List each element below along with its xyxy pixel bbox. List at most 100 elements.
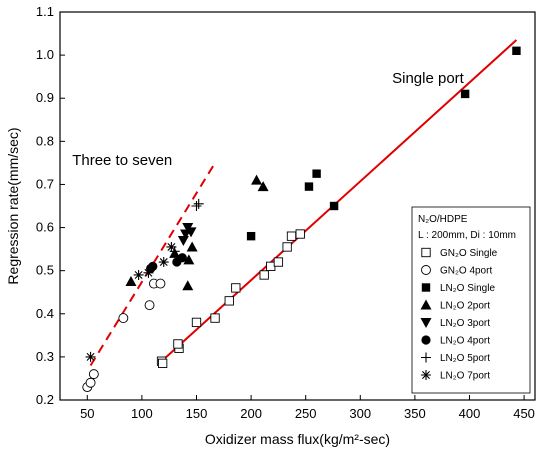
series-ln2o-7port <box>85 241 177 362</box>
data-point-ln2o-4port <box>177 253 187 263</box>
legend-entry-ln2o-single: LN₂O Single <box>421 283 495 294</box>
data-point-ln2o-single <box>329 201 339 211</box>
data-point-ln2o-2port <box>257 181 269 192</box>
data-point-ln2o-7port <box>133 269 144 280</box>
data-point-gn2o-single <box>282 242 292 252</box>
legend-box <box>411 206 531 394</box>
data-point-gn2o-single <box>191 317 202 328</box>
legend-entry-gn2o-single: GN₂O Single <box>421 247 498 259</box>
legend: N₂O/HDPE L : 200mm, Di : 10mm GN₂O Single G… <box>411 206 531 394</box>
data-point-ln2o-single <box>312 169 321 178</box>
data-point-ln2o-single <box>460 89 470 99</box>
data-point-gn2o-4port <box>85 377 96 388</box>
legend-subtitle: L : 200mm, Di : 10mm <box>418 230 516 241</box>
y-tick-label: 0.4 <box>36 306 54 321</box>
data-point-gn2o-single <box>157 358 168 369</box>
three-to-seven-fit <box>89 162 216 367</box>
legend-marker-ln2o-4port <box>421 335 431 345</box>
x-tick-label: 100 <box>131 406 153 421</box>
data-point-ln2o-2port <box>186 241 198 252</box>
x-tick-label: 300 <box>349 406 371 421</box>
data-point-ln2o-5port <box>191 201 202 211</box>
legend-label: LN₂O 2port <box>440 301 490 312</box>
legend-title: N₂O/HDPE <box>418 214 468 225</box>
data-point-gn2o-4port <box>155 278 166 289</box>
single-port-fit <box>160 39 518 362</box>
legend-label: GN₂O Single <box>440 248 498 259</box>
legend-label: LN₂O 7port <box>440 371 490 382</box>
data-point-ln2o-7port <box>143 267 154 278</box>
data-point-gn2o-single <box>224 296 234 306</box>
data-point-ln2o-3port <box>185 227 197 238</box>
x-tick-label: 400 <box>459 406 481 421</box>
legend-marker-gn2o-4port <box>421 265 431 275</box>
data-point-ln2o-5port <box>193 198 204 209</box>
data-point-ln2o-7port <box>158 257 169 268</box>
y-tick-label: 0.5 <box>36 263 54 278</box>
series-ln2o-3port <box>177 223 197 246</box>
legend-label: LN₂O 3port <box>440 318 490 329</box>
x-tick-label: 350 <box>404 406 426 421</box>
data-point-gn2o-single <box>210 313 220 323</box>
legend-entry-gn2o-4port: GN₂O 4port <box>421 265 492 277</box>
y-tick-label: 0.9 <box>36 90 54 105</box>
data-point-ln2o-7port <box>166 241 177 252</box>
data-point-gn2o-single <box>266 261 276 272</box>
data-point-gn2o-single <box>173 339 183 349</box>
data-point-gn2o-single <box>286 231 297 241</box>
axis-ticks: 50 100 150 200 250 300 350 400 450 0.2 0.3 0.4 0.5 0.… <box>36 4 535 421</box>
annotation-three-to-seven: Three to seven <box>72 152 172 169</box>
data-points <box>82 46 521 393</box>
data-point-ln2o-2port <box>251 174 263 185</box>
fit-lines <box>89 39 518 367</box>
data-point-gn2o-single <box>231 283 241 293</box>
data-point-ln2o-2port <box>125 275 137 286</box>
data-point-gn2o-4port <box>118 313 129 324</box>
series-ln2o-2port <box>125 174 269 291</box>
plot-frame <box>59 11 536 401</box>
legend-marker-gn2o-single <box>421 247 431 258</box>
y-tick-label: 1.0 <box>36 47 54 62</box>
series-gn2o-single <box>156 229 305 369</box>
legend-entry-ln2o-2port: LN₂O 2port <box>420 299 490 312</box>
data-point-ln2o-single <box>512 46 521 55</box>
series-gn2o-4port <box>82 278 166 393</box>
legend-label: LN₂O 4port <box>440 336 490 347</box>
data-point-ln2o-2port <box>182 280 194 291</box>
legend-marker-ln2o-single <box>421 283 431 292</box>
legend-entry-ln2o-5port: LN₂O 5port <box>421 352 490 364</box>
x-tick-label: 50 <box>80 406 94 421</box>
x-tick-label: 250 <box>295 406 317 421</box>
x-tick-label: 450 <box>513 406 535 421</box>
data-point-gn2o-single <box>259 270 269 280</box>
y-tick-label: 0.8 <box>36 133 54 148</box>
series-ln2o-4port <box>146 253 187 274</box>
annotation-single-port: Single port <box>392 70 465 87</box>
data-point-gn2o-4port <box>144 300 155 311</box>
legend-entry-ln2o-3port: LN₂O 3port <box>420 318 490 329</box>
legend-marker-ln2o-2port <box>420 299 432 310</box>
y-tick-label: 1.1 <box>36 4 54 19</box>
y-tick-label: 0.2 <box>36 392 54 407</box>
y-tick-label: 0.7 <box>36 176 54 191</box>
data-point-ln2o-single <box>304 182 314 191</box>
y-tick-label: 0.6 <box>36 220 54 235</box>
data-point-gn2o-single <box>273 257 284 267</box>
legend-marker-ln2o-5port <box>421 352 431 363</box>
x-tick-label: 200 <box>240 406 262 421</box>
data-point-ln2o-4port <box>148 261 158 271</box>
legend-marker-ln2o-7port <box>421 370 431 380</box>
y-axis-title: Regression rate(mm/sec) <box>5 127 21 284</box>
legend-entry-ln2o-7port: LN₂O 7port <box>421 370 490 382</box>
x-axis-title: Oxidizer mass flux(kg/m²-sec) <box>205 431 390 447</box>
legend-entry-ln2o-4port: LN₂O 4port <box>421 335 490 347</box>
legend-label: LN₂O 5port <box>440 353 490 364</box>
y-tick-label: 0.3 <box>36 349 54 364</box>
data-point-ln2o-2port <box>183 254 195 265</box>
x-tick-label: 150 <box>186 406 208 421</box>
data-point-gn2o-4port <box>88 369 99 380</box>
data-point-gn2o-single <box>295 229 305 239</box>
data-point-ln2o-7port <box>85 351 96 362</box>
data-point-ln2o-single <box>246 231 256 241</box>
